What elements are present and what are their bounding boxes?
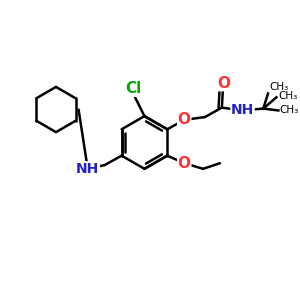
Text: CH₃: CH₃ — [279, 106, 298, 116]
Text: Cl: Cl — [125, 81, 141, 96]
Text: CH₃: CH₃ — [269, 82, 288, 92]
Text: O: O — [178, 112, 191, 128]
Text: O: O — [217, 76, 230, 91]
Text: CH₃: CH₃ — [278, 91, 298, 101]
Text: NH: NH — [231, 103, 254, 118]
Text: O: O — [178, 156, 191, 171]
Text: NH: NH — [76, 162, 99, 176]
